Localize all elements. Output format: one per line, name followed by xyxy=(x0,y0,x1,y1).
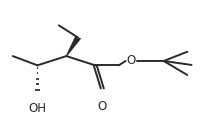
Text: O: O xyxy=(126,55,136,67)
Polygon shape xyxy=(66,37,81,56)
Text: OH: OH xyxy=(28,102,46,115)
Text: O: O xyxy=(98,100,107,113)
